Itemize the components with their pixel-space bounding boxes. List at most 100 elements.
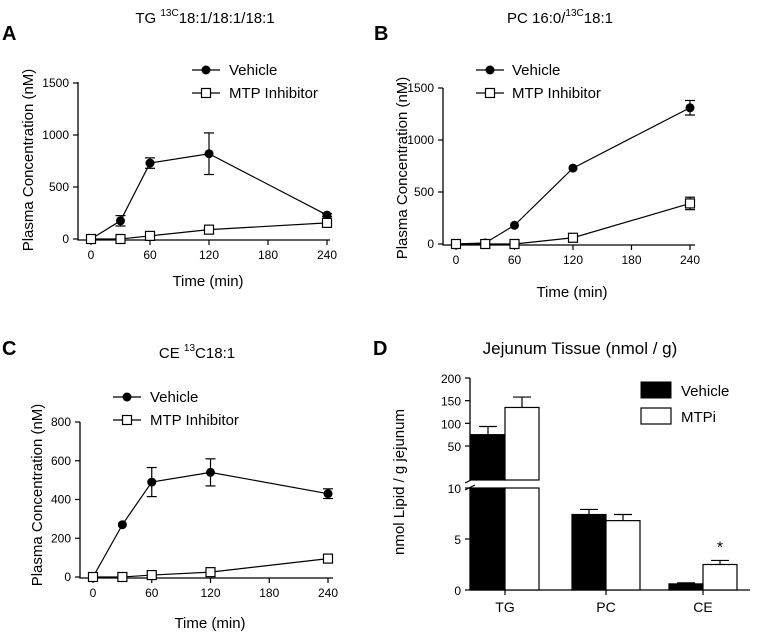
bar-vehicle-pc [571, 513, 607, 591]
data-point-mtp-c-4 [322, 553, 334, 564]
marks-d: 0 5 10 50 100 150 200 TG PC CE * [441, 372, 752, 615]
data-point-mtp-a-4 [321, 217, 333, 228]
bar-mtpi-ce [702, 563, 738, 591]
y-tick-label-upper-d-3: 200 [441, 372, 461, 386]
data-point-mtp-c-1 [117, 571, 128, 583]
y-axis-label-b: Plasma Concentration (nM) [394, 77, 411, 260]
data-point-vehicle-b-2 [510, 220, 519, 230]
legend-marker-vehicle-a [201, 65, 211, 75]
legend-label-mtp-b: MTP Inhibitor [512, 85, 601, 102]
y-axis-label-c: Plasma Concentration (nM) [29, 404, 46, 587]
legend-marker-mtp-b [484, 87, 496, 99]
legend-label-vehicle-a: Vehicle [229, 62, 277, 79]
data-point-mtp-c-0 [87, 571, 99, 583]
y-tick-label-b-0: 0 [427, 237, 434, 251]
x-tick-label-b-4: 240 [680, 253, 700, 267]
legend-swatch-mtpi-d [640, 407, 672, 425]
data-point-mtp-a-1 [115, 233, 126, 245]
chart-title-b: PC 16:0/13C18:1 [507, 8, 613, 27]
legend-b: Vehicle MTP Inhibitor [476, 62, 601, 102]
category-label-pc: PC [596, 599, 615, 615]
data-point-mtp-b-4 [684, 198, 696, 209]
x-tick-label-c-4: 240 [318, 586, 338, 600]
chart-title-c: CE 13C18:1 [159, 343, 235, 362]
y-tick-label-a-1: 500 [49, 180, 69, 194]
legend-label-vehicle-c: Vehicle [150, 389, 198, 406]
axes-a [77, 82, 330, 241]
x-tick-label-a-3: 180 [258, 248, 278, 262]
panel-letter-d: D [373, 338, 387, 360]
data-point-mtp-b-0 [450, 238, 462, 250]
category-label-tg: TG [495, 599, 514, 615]
x-axis-label-a: Time (min) [172, 273, 243, 290]
legend-c: Vehicle MTP Inhibitor [113, 389, 239, 429]
x-tick-label-c-2: 120 [200, 586, 220, 600]
y-axis-label-a: Plasma Concentration (nM) [20, 69, 37, 252]
data-point-vehicle-b-3 [568, 163, 578, 173]
marks-a: 0 60 120 180 240 0 500 1000 1500 [42, 76, 337, 262]
x-axis-label-b: Time (min) [536, 284, 607, 301]
y-tick-label-lower-d-2: 10 [448, 482, 462, 496]
x-tick-label-b-2: 120 [563, 253, 583, 267]
y-axis-label-d: nmol Lipid / g jejunum [391, 409, 408, 555]
x-tick-label-b-1: 60 [508, 253, 522, 267]
data-point-vehicle-c-4 [323, 489, 333, 499]
x-tick-label-c-3: 180 [259, 586, 279, 600]
y-tick-label-upper-d-1: 100 [441, 417, 461, 431]
category-label-ce: CE [693, 599, 712, 615]
y-tick-label-c-4: 800 [51, 415, 71, 429]
data-point-mtp-a-2 [144, 230, 156, 241]
data-point-mtp-a-3 [203, 224, 215, 235]
x-tick-label-c-0: 0 [90, 586, 97, 600]
y-tick-label-c-1: 200 [51, 531, 71, 545]
panel-c: C CE 13C18:1 Plasma Concentration (nM) T… [2, 338, 338, 632]
data-point-mtp-c-3 [205, 567, 216, 578]
data-point-mtp-c-2 [146, 569, 157, 581]
legend-label-mtpi-d: MTPi [681, 409, 716, 426]
x-tick-label-a-4: 240 [317, 248, 337, 262]
legend-label-vehicle-b: Vehicle [512, 62, 560, 79]
legend-d: Vehicle MTPi [640, 381, 729, 426]
data-point-mtp-b-3 [567, 232, 579, 243]
data-point-vehicle-a-4 [322, 210, 332, 220]
data-point-mtp-b-1 [480, 238, 491, 250]
panel-d: D Jejunum Tissue (nmol / g) nmol Lipid /… [373, 338, 752, 615]
data-point-mtp-b-2 [509, 238, 520, 250]
x-tick-label-b-3: 180 [621, 253, 641, 267]
y-tick-label-lower-d-0: 0 [454, 584, 461, 598]
y-tick-label-a-2: 1000 [42, 128, 69, 142]
bar-mtpi-tg [504, 406, 540, 481]
x-tick-label-a-2: 120 [199, 248, 219, 262]
panel-letter-a: A [2, 23, 16, 45]
legend-a: Vehicle MTP Inhibitor [192, 62, 318, 102]
panel-letter-b: B [374, 23, 388, 45]
data-point-vehicle-a-1 [116, 216, 125, 226]
y-tick-label-lower-d-1: 5 [454, 533, 461, 547]
bar-vehicle-ce [668, 583, 704, 591]
x-tick-label-a-0: 0 [88, 248, 95, 262]
legend-marker-vehicle-c [122, 392, 132, 402]
panel-b: B PC 16:0/13C18:1 Plasma Concentration (… [374, 8, 700, 301]
axis-break-mark-bottom [464, 484, 476, 491]
y-tick-label-c-2: 400 [51, 493, 71, 507]
legend-marker-mtp-c [121, 414, 133, 426]
panel-letter-c: C [2, 338, 16, 360]
y-tick-label-upper-d-0: 50 [448, 440, 462, 454]
data-point-vehicle-c-3 [206, 467, 215, 477]
legend-marker-vehicle-b [485, 65, 495, 75]
y-tick-label-b-1: 500 [414, 185, 434, 199]
axes-c [79, 422, 333, 579]
y-tick-label-b-2: 1000 [407, 133, 434, 147]
significance-annotation-0: * [717, 539, 723, 556]
data-point-vehicle-a-2 [145, 158, 155, 168]
x-tick-label-b-0: 0 [453, 253, 460, 267]
bar-vehicle-tg [470, 434, 506, 481]
y-tick-label-upper-d-2: 150 [441, 395, 461, 409]
y-tick-label-a-3: 1500 [42, 76, 69, 90]
legend-label-mtp-a: MTP Inhibitor [229, 85, 318, 102]
y-tick-label-c-0: 0 [64, 570, 71, 584]
panel-a: A TG 13C18:1/18:1/18:1 Plasma Concentrat… [2, 8, 337, 290]
y-tick-label-a-0: 0 [62, 232, 69, 246]
legend-label-vehicle-d: Vehicle [681, 383, 729, 400]
